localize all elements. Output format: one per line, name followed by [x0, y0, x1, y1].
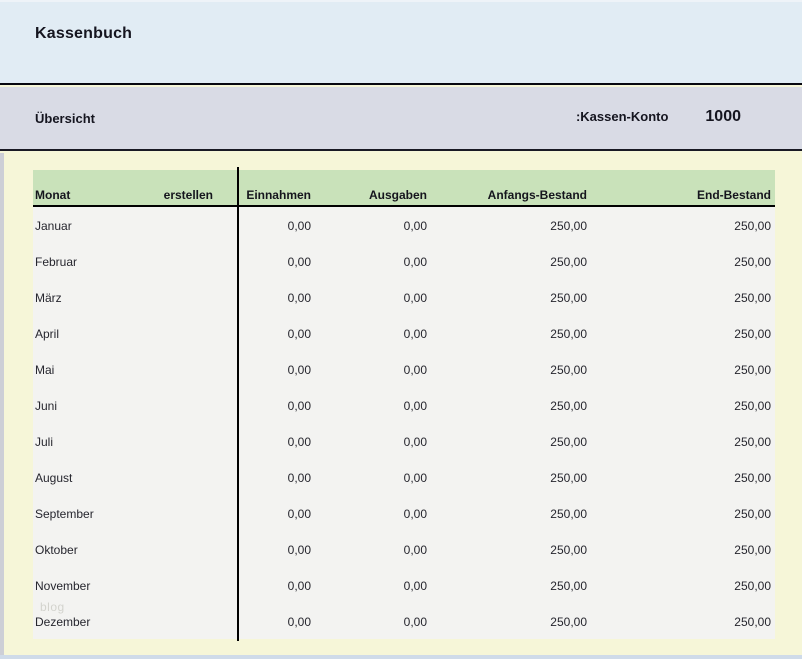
table-row: Juli 0,00 0,00 250,00 250,00	[33, 423, 775, 459]
table-row: September 0,00 0,00 250,00 250,00	[33, 495, 775, 531]
table-row: Dezember 0,00 0,00 250,00 250,00	[33, 603, 775, 639]
header-erstellen[interactable]: erstellen	[163, 188, 213, 202]
einnahmen-cell[interactable]: 0,00	[287, 219, 311, 233]
account-value-cell[interactable]: 1000	[705, 108, 741, 125]
ausgaben-cell[interactable]: 0,00	[403, 327, 427, 341]
end-bestand-cell[interactable]: 250,00	[734, 507, 771, 521]
header-monat-group: Monat erstellen	[33, 188, 213, 202]
table-row: August 0,00 0,00 250,00 250,00	[33, 459, 775, 495]
anfangs-bestand-cell[interactable]: 250,00	[550, 579, 587, 593]
einnahmen-cell[interactable]: 0,00	[287, 471, 311, 485]
end-bestand-cell[interactable]: 250,00	[734, 579, 771, 593]
table-row: März 0,00 0,00 250,00 250,00	[33, 279, 775, 315]
month-cell[interactable]: Juni	[35, 399, 58, 413]
month-cell[interactable]: September	[35, 507, 94, 521]
ausgaben-cell[interactable]: 0,00	[403, 435, 427, 449]
ausgaben-cell[interactable]: 0,00	[403, 363, 427, 377]
header-ausgaben: Ausgaben	[368, 188, 427, 202]
table-body: Januar 0,00 0,00 250,00 250,00 Februar 0…	[33, 207, 775, 639]
month-cell[interactable]: März	[35, 291, 62, 305]
overview-table: Monat erstellen Einnahmen Ausgaben Anfan…	[33, 167, 775, 641]
month-cell[interactable]: Mai	[35, 363, 55, 377]
einnahmen-cell[interactable]: 0,00	[287, 327, 311, 341]
end-bestand-cell[interactable]: 250,00	[734, 399, 771, 413]
einnahmen-cell[interactable]: 0,00	[287, 399, 311, 413]
end-bestand-cell[interactable]: 250,00	[734, 327, 771, 341]
anfangs-bestand-cell[interactable]: 250,00	[550, 507, 587, 521]
end-bestand-cell[interactable]: 250,00	[734, 363, 771, 377]
anfangs-bestand-cell[interactable]: 250,00	[550, 543, 587, 557]
table-row: Oktober 0,00 0,00 250,00 250,00	[33, 531, 775, 567]
title-band: Kassenbuch	[0, 0, 802, 85]
table-row: Februar 0,00 0,00 250,00 250,00	[33, 243, 775, 279]
einnahmen-cell[interactable]: 0,00	[287, 615, 311, 629]
table-row: Januar 0,00 0,00 250,00 250,00	[33, 207, 775, 243]
anfangs-bestand-cell[interactable]: 250,00	[550, 327, 587, 341]
ausgaben-cell[interactable]: 0,00	[403, 471, 427, 485]
end-bestand-cell[interactable]: 250,00	[734, 255, 771, 269]
anfangs-bestand-cell[interactable]: 250,00	[550, 255, 587, 269]
anfangs-bestand-cell[interactable]: 250,00	[550, 219, 587, 233]
month-cell[interactable]: Dezember	[35, 615, 91, 629]
einnahmen-cell[interactable]: 0,00	[287, 291, 311, 305]
month-cell[interactable]: Februar	[35, 255, 78, 269]
header-einnahmen: Einnahmen	[246, 188, 311, 202]
header-monat: Monat	[35, 188, 71, 202]
end-bestand-cell[interactable]: 250,00	[734, 219, 771, 233]
month-cell[interactable]: April	[35, 327, 60, 341]
end-bestand-cell[interactable]: 250,00	[734, 291, 771, 305]
end-bestand-cell[interactable]: 250,00	[734, 543, 771, 557]
einnahmen-cell[interactable]: 0,00	[287, 507, 311, 521]
einnahmen-cell[interactable]: 0,00	[287, 435, 311, 449]
header-anfangs-bestand: Anfangs-Bestand	[487, 188, 587, 202]
anfangs-bestand-cell[interactable]: 250,00	[550, 291, 587, 305]
ausgaben-cell[interactable]: 0,00	[403, 219, 427, 233]
month-cell[interactable]: November	[35, 579, 91, 593]
anfangs-bestand-cell[interactable]: 250,00	[550, 615, 587, 629]
window-bottom-edge	[0, 655, 802, 659]
end-bestand-cell[interactable]: 250,00	[734, 615, 771, 629]
anfangs-bestand-cell[interactable]: 250,00	[550, 471, 587, 485]
overview-label: Übersicht	[35, 111, 95, 126]
anfangs-bestand-cell[interactable]: 250,00	[550, 399, 587, 413]
watermark-text: blog	[40, 600, 65, 614]
overview-band: Übersicht :Kassen-Konto 1000	[0, 87, 802, 199]
sheet-left-edge	[0, 153, 4, 655]
table-row: Mai 0,00 0,00 250,00 250,00	[33, 351, 775, 387]
anfangs-bestand-cell[interactable]: 250,00	[550, 435, 587, 449]
month-cell[interactable]: Juli	[35, 435, 54, 449]
month-cell[interactable]: Oktober	[35, 543, 78, 557]
anfangs-bestand-cell[interactable]: 250,00	[550, 363, 587, 377]
page-title: Kassenbuch	[35, 25, 133, 42]
end-bestand-cell[interactable]: 250,00	[734, 435, 771, 449]
einnahmen-cell[interactable]: 0,00	[287, 543, 311, 557]
ausgaben-cell[interactable]: 0,00	[403, 579, 427, 593]
ausgaben-cell[interactable]: 0,00	[403, 291, 427, 305]
table-row: November 0,00 0,00 250,00 250,00	[33, 567, 775, 603]
account-label: :Kassen-Konto	[575, 109, 669, 124]
table-row: April 0,00 0,00 250,00 250,00	[33, 315, 775, 351]
einnahmen-cell[interactable]: 0,00	[287, 255, 311, 269]
ausgaben-cell[interactable]: 0,00	[403, 615, 427, 629]
month-cell[interactable]: Januar	[35, 219, 72, 233]
table-row: Juni 0,00 0,00 250,00 250,00	[33, 387, 775, 423]
ausgaben-cell[interactable]: 0,00	[403, 507, 427, 521]
ausgaben-cell[interactable]: 0,00	[403, 543, 427, 557]
ausgaben-cell[interactable]: 0,00	[403, 255, 427, 269]
end-bestand-cell[interactable]: 250,00	[734, 471, 771, 485]
header-end-bestand: End-Bestand	[696, 188, 771, 202]
account-group: :Kassen-Konto 1000	[576, 108, 741, 126]
ausgaben-cell[interactable]: 0,00	[403, 399, 427, 413]
column-divider-line	[237, 167, 239, 641]
einnahmen-cell[interactable]: 0,00	[287, 579, 311, 593]
table-header-row: Monat erstellen Einnahmen Ausgaben Anfan…	[33, 170, 775, 207]
month-cell[interactable]: August	[35, 471, 73, 485]
einnahmen-cell[interactable]: 0,00	[287, 363, 311, 377]
